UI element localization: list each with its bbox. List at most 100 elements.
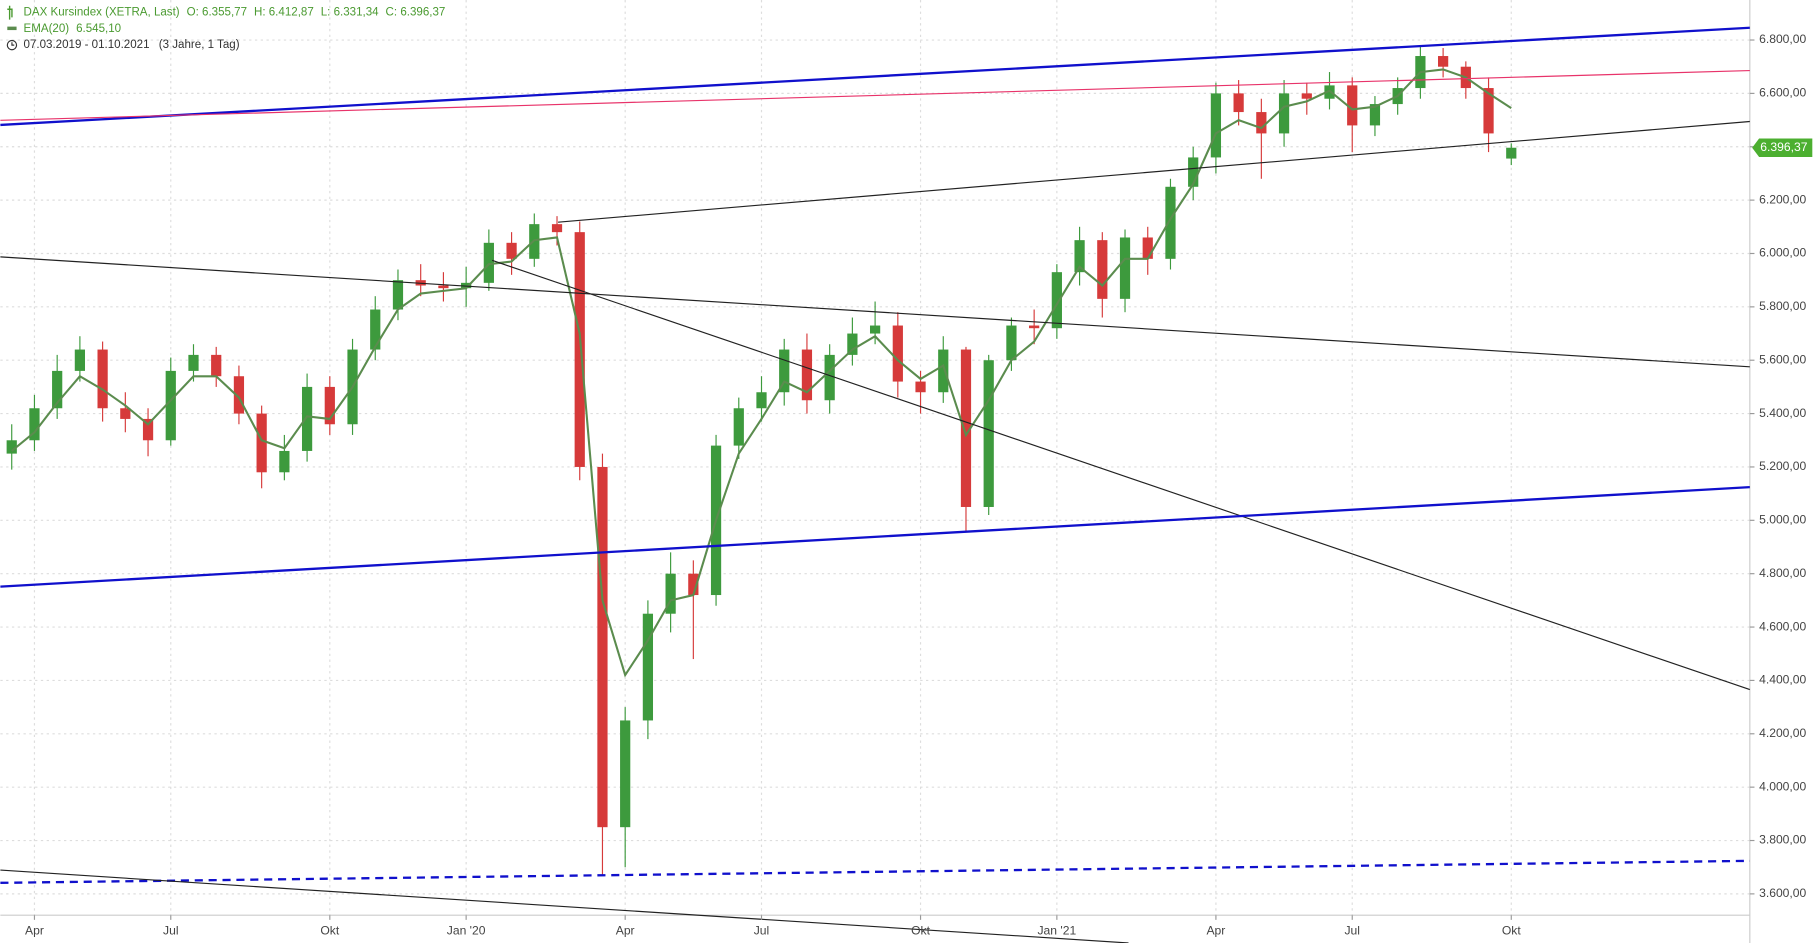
trendline — [0, 869, 1129, 943]
candle-body — [97, 349, 108, 409]
trendline — [0, 485, 1750, 588]
candle-body — [915, 381, 926, 393]
candle-body — [438, 285, 449, 289]
candle-body — [506, 242, 517, 259]
candle-body — [120, 408, 131, 419]
candle-body — [392, 280, 404, 310]
open-label: O: 6.355,77 — [187, 7, 247, 19]
candle-body — [301, 386, 313, 451]
candle-body — [983, 360, 994, 507]
y-tick-label: 4.200,00 — [1759, 726, 1806, 740]
candle-body — [1233, 93, 1244, 113]
header: DAX Kursindex (XETRA, Last) O: 6.355,77 H:… — [3, 5, 446, 51]
y-tick-label: 5.400,00 — [1759, 406, 1806, 420]
y-tick-label: 5.200,00 — [1759, 459, 1806, 473]
candle-body — [1483, 88, 1494, 134]
candle-body — [1506, 147, 1517, 159]
trendline — [0, 859, 1750, 884]
axes: 3.600,00 3.800,00 4.000,00 4.200,00 4.400,00… — [25, 32, 1813, 938]
candle-body — [483, 242, 494, 283]
ema-line — [11, 68, 1512, 678]
candle-body — [6, 440, 17, 454]
candle-body — [620, 720, 631, 828]
price-tag-label: 6.396,37 — [1760, 140, 1807, 154]
candle-body — [233, 376, 245, 414]
y-tick-label: 6.600,00 — [1759, 86, 1806, 100]
candle-body — [142, 418, 154, 441]
candle-body — [665, 573, 676, 614]
clock-icon — [6, 39, 18, 51]
candle-body — [74, 349, 86, 371]
candle-body — [370, 309, 381, 350]
candle-body — [1142, 237, 1153, 259]
candle-body — [1256, 112, 1267, 134]
candle-icon — [7, 5, 13, 20]
price-tag — [1752, 138, 1813, 157]
y-tick-label: 6.800,00 — [1759, 32, 1806, 46]
close-label: C: 6.396,37 — [386, 7, 446, 19]
candle-body — [688, 573, 699, 596]
candle-body — [461, 282, 472, 289]
header-title: DAX Kursindex (XETRA, Last) O: 6.355,77 H:… — [24, 7, 446, 19]
x-tick-label: Jan '20 — [447, 924, 486, 938]
y-tick-label: 5.600,00 — [1759, 352, 1806, 366]
candle-body — [779, 349, 790, 393]
candle-body — [211, 354, 222, 377]
x-tick-label: Apr — [1206, 924, 1225, 938]
y-tick-label: 4.600,00 — [1759, 619, 1806, 633]
candle-body — [1051, 272, 1062, 329]
x-tick-label: Okt — [1502, 924, 1521, 938]
candle-body — [1278, 93, 1290, 134]
legend-value: 6.545,10 — [76, 23, 121, 35]
candle-body — [824, 354, 835, 401]
candle-body — [1074, 240, 1085, 273]
candle-body — [1006, 325, 1017, 361]
y-tick-label: 4.000,00 — [1759, 779, 1806, 793]
candle-body — [1165, 186, 1176, 259]
trendline — [558, 120, 1750, 223]
candle-body — [1347, 85, 1358, 126]
trendlines — [0, 26, 1751, 943]
trendline — [491, 259, 1751, 691]
candle-body — [733, 408, 744, 446]
trendline — [0, 70, 1750, 121]
candle-body — [1369, 104, 1381, 126]
marks — [6, 45, 1517, 876]
date-range: 07.03.2019 - 01.10.2021 (3 Jahre, 1 Tag) — [24, 39, 240, 51]
legend-swatch — [7, 26, 17, 31]
x-tick-label: Apr — [25, 924, 44, 938]
y-tick-label: 4.400,00 — [1759, 673, 1806, 687]
candle-body — [597, 466, 608, 828]
candle-body — [1210, 93, 1222, 158]
y-tick-label: 3.800,00 — [1759, 833, 1806, 847]
low-label: L: 6.331,34 — [321, 7, 379, 19]
candle-body — [551, 224, 563, 233]
candle-body — [756, 392, 767, 409]
candle-body — [574, 232, 585, 467]
candle-body — [1301, 93, 1312, 99]
candle-body — [1097, 240, 1108, 299]
candle-body — [279, 450, 290, 473]
y-tick-label: 3.600,00 — [1759, 886, 1806, 900]
y-tick-label: 5.000,00 — [1759, 513, 1806, 527]
candle-body — [256, 413, 267, 473]
y-tick-label: 6.000,00 — [1759, 246, 1806, 260]
candle-body — [324, 386, 335, 425]
legend-name: EMA(20) — [24, 23, 70, 35]
legend-entry: EMA(20) 6.545,10 — [24, 23, 122, 35]
candle-body — [1437, 56, 1449, 67]
y-tick-label: 6.200,00 — [1759, 192, 1806, 206]
trendline — [0, 26, 1750, 127]
x-tick-label: Okt — [911, 924, 930, 938]
trendline — [0, 256, 1750, 368]
x-tick-label: Jul — [754, 924, 770, 938]
candle-body — [165, 370, 176, 441]
candle-body — [1119, 237, 1131, 299]
candle-body — [642, 613, 654, 721]
period: (3 Jahre, 1 Tag) — [159, 39, 240, 51]
y-tick-label: 4.800,00 — [1759, 566, 1806, 580]
title: DAX Kursindex (XETRA, Last) — [24, 7, 180, 19]
candle-body — [960, 349, 972, 507]
